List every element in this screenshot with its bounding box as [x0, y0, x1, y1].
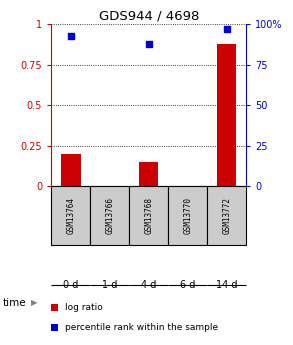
Text: log ratio: log ratio: [65, 303, 103, 312]
Text: 4 d: 4 d: [141, 280, 156, 289]
Text: percentile rank within the sample: percentile rank within the sample: [65, 323, 218, 332]
Bar: [61, 154, 81, 186]
Bar: [207, 186, 246, 245]
Text: GSM13766: GSM13766: [105, 197, 114, 234]
Text: 0 d: 0 d: [63, 280, 79, 289]
Text: ▶: ▶: [31, 298, 37, 307]
Point: [146, 41, 151, 46]
Text: GSM13772: GSM13772: [222, 197, 231, 234]
Text: 14 d: 14 d: [216, 280, 237, 289]
Text: 6 d: 6 d: [180, 280, 195, 289]
Bar: [168, 186, 207, 245]
Point: [224, 26, 229, 32]
Bar: [90, 186, 129, 245]
Bar: [139, 162, 159, 186]
Point: [69, 33, 73, 38]
Text: 1 d: 1 d: [102, 280, 117, 289]
Title: GDS944 / 4698: GDS944 / 4698: [98, 10, 199, 23]
Text: GSM13770: GSM13770: [183, 197, 192, 234]
Text: GSM13768: GSM13768: [144, 197, 153, 234]
Bar: [129, 186, 168, 245]
Bar: [51, 186, 90, 245]
Text: GSM13764: GSM13764: [66, 197, 75, 234]
Text: time: time: [3, 298, 27, 308]
Bar: [217, 43, 236, 186]
